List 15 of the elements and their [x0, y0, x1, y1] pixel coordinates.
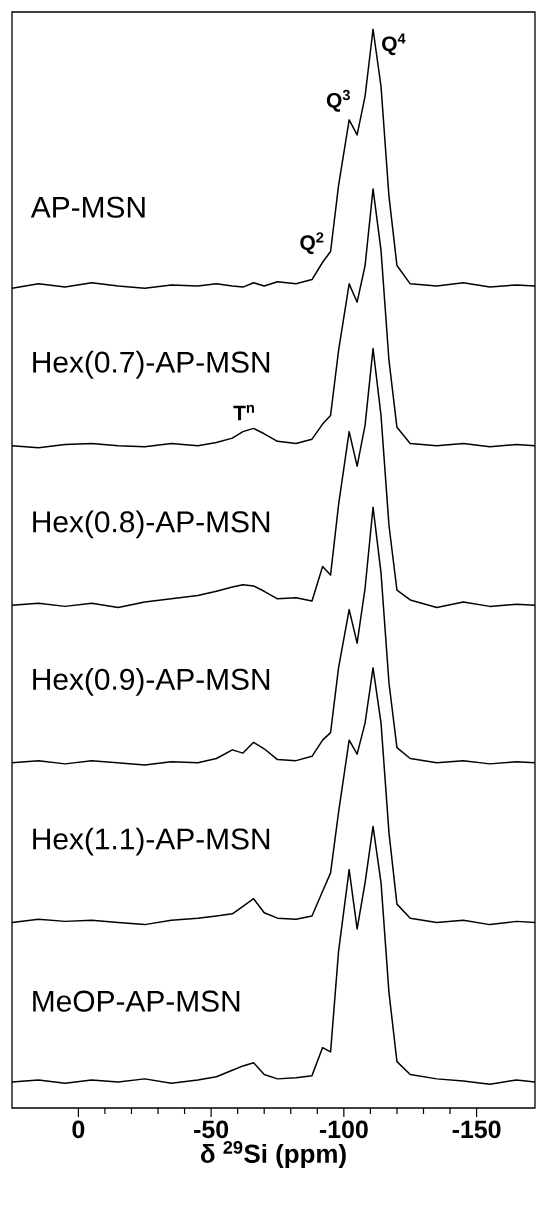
x-axis-title: δ $^{29}$Si (ppm) — [201, 1141, 346, 1169]
series-label: MeOP-AP-MSN — [33, 990, 240, 1012]
annotation: T$^{n}$ — [233, 404, 254, 421]
annotation: Q$^{3}$ — [326, 89, 350, 112]
x-tick-label: -150 — [452, 1120, 501, 1139]
x-tick-label: 0 — [72, 1120, 85, 1139]
annotation: Q$^{4}$ — [382, 33, 406, 56]
x-tick-label: -100 — [319, 1120, 368, 1139]
annotation: Q$^{2}$ — [300, 232, 324, 255]
text: AP-MSN — [30, 196, 145, 218]
series-label: Hex(0.8)-AP-MSN — [33, 510, 270, 539]
series-label: Hex(1.1)-AP-MSN — [33, 827, 270, 856]
series-label: Hex(0.9)-AP-MSN — [33, 667, 270, 696]
x-tick-label: -50 — [194, 1120, 229, 1139]
series-label: Hex(0.7)-AP-MSN — [33, 350, 270, 379]
